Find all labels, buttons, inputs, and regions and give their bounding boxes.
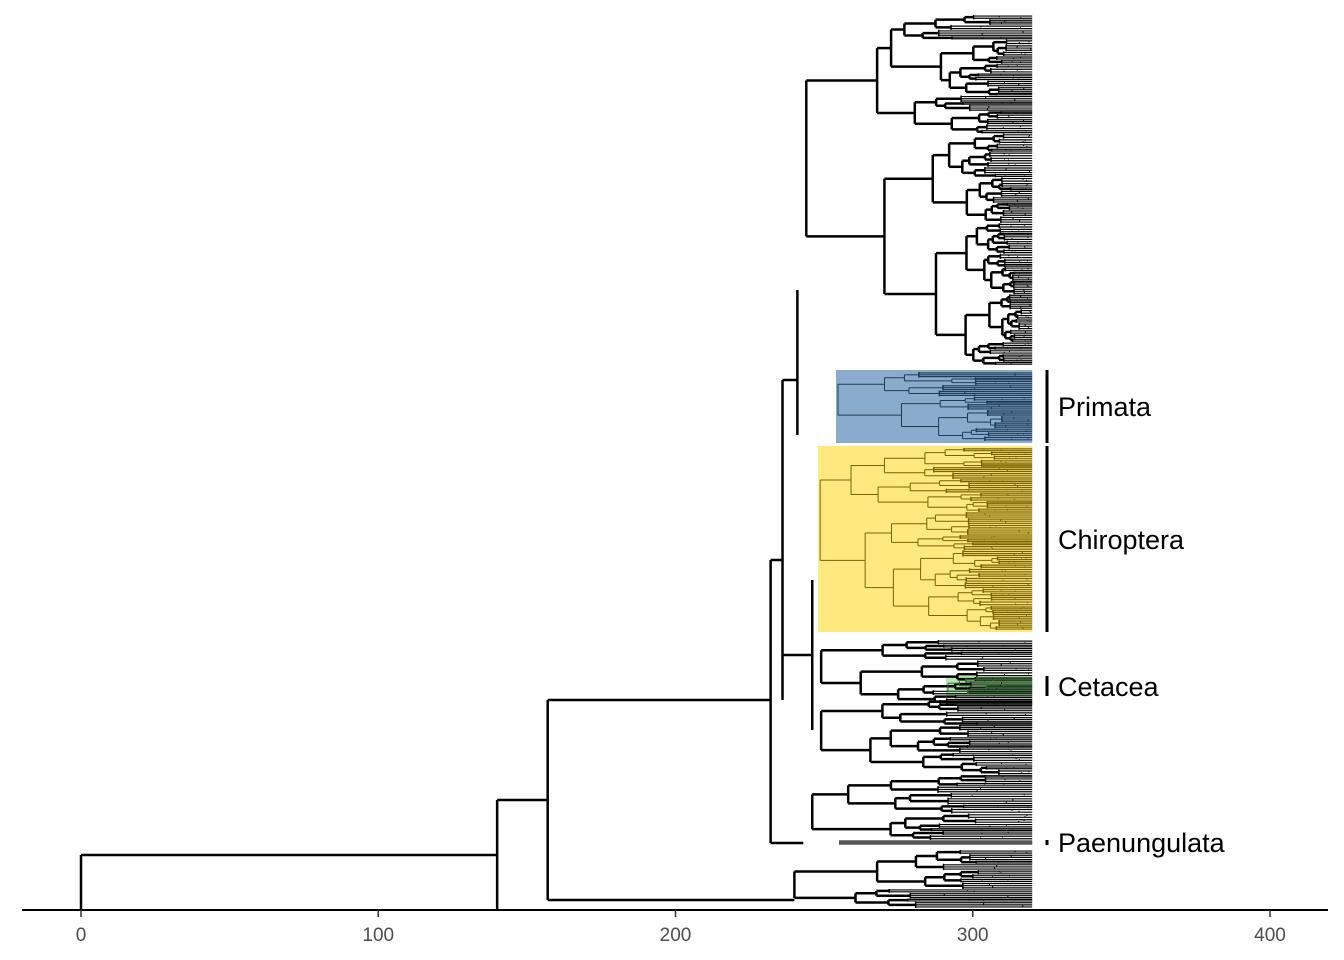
clade-label-chiroptera: Chiroptera xyxy=(1058,525,1185,555)
x-tick-label: 300 xyxy=(957,925,989,946)
tree-layer xyxy=(79,15,1033,910)
x-axis: 0 100 200 300 400 xyxy=(22,909,1328,946)
clade-label-primata: Primata xyxy=(1058,392,1152,422)
clade-label-paenungulata: Paenungulata xyxy=(1058,828,1226,858)
x-tick-label: 100 xyxy=(362,925,394,946)
clade-overlay-layer xyxy=(819,372,1033,844)
clade-label-layer: Primata Chiroptera Cetacea Paenungulata xyxy=(1045,370,1226,858)
x-tick-label: 400 xyxy=(1254,925,1286,946)
x-tick-label: 200 xyxy=(660,925,692,946)
clade-label-cetacea: Cetacea xyxy=(1058,672,1160,702)
x-tick-label: 0 xyxy=(76,925,87,946)
